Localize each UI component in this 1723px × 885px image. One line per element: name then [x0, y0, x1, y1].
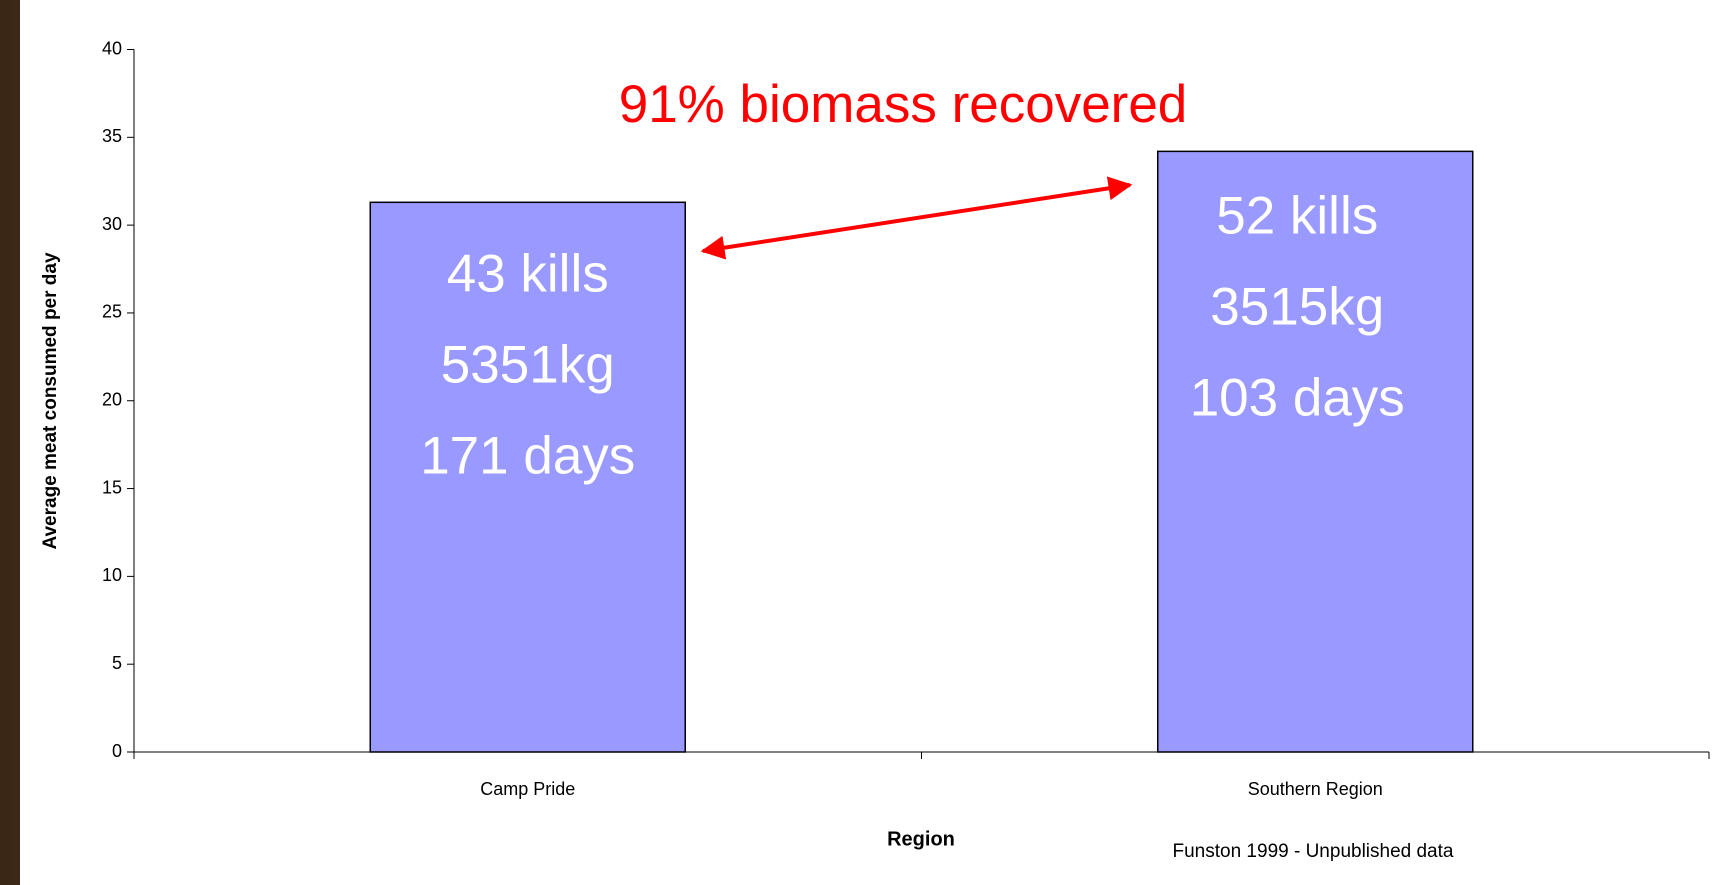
x-tick-label: Southern Region — [1248, 779, 1383, 799]
y-tick-label: 10 — [102, 565, 122, 585]
bar — [1157, 150, 1474, 753]
y-tick-label: 15 — [102, 477, 122, 497]
bar — [369, 201, 686, 753]
bar-label: 171 days — [420, 426, 635, 485]
y-tick-label: 20 — [102, 390, 122, 410]
y-tick-label: 25 — [102, 302, 122, 322]
x-tick-label: Camp Pride — [480, 779, 575, 799]
bar-label: 3515kg — [1210, 277, 1384, 336]
y-tick-label: 30 — [102, 214, 122, 234]
source-note: Funston 1999 - Unpublished data — [1173, 841, 1454, 862]
x-axis-label: Region — [887, 828, 955, 850]
y-tick-label: 5 — [112, 653, 122, 673]
y-tick-label: 40 — [102, 38, 122, 58]
bar-label: 5351kg — [441, 335, 615, 394]
y-axis-label: Average meat consumed per day — [40, 252, 61, 550]
bar-label: 52 kills — [1216, 186, 1378, 245]
y-tick-label: 0 — [112, 741, 122, 761]
y-tick-label: 35 — [102, 126, 122, 146]
bar-label: 43 kills — [447, 244, 609, 303]
arrow — [700, 176, 1133, 260]
bar-label: 103 days — [1190, 368, 1405, 427]
annotation: 91% biomass recovered — [619, 75, 1188, 134]
